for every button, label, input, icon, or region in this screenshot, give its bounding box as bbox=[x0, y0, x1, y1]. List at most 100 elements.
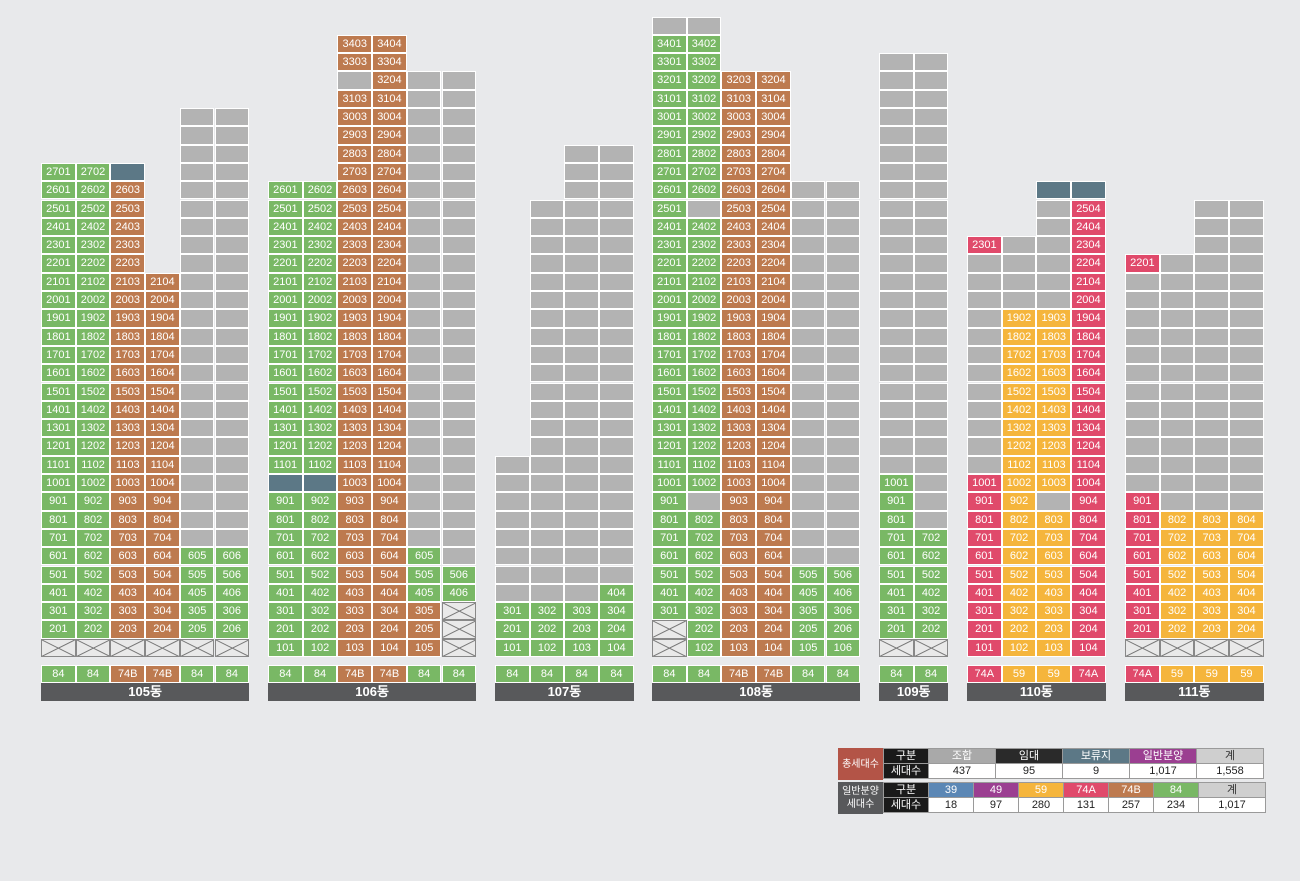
unit-cell: 203 bbox=[337, 620, 373, 639]
unit-type-label: 74A bbox=[1125, 665, 1160, 683]
empty-unit-cell bbox=[599, 144, 634, 163]
unit-cell: 801 bbox=[967, 510, 1002, 529]
empty-unit-cell bbox=[825, 400, 861, 420]
empty-unit-cell bbox=[790, 364, 826, 383]
unit-cell: 602 bbox=[913, 547, 949, 566]
empty-unit-cell bbox=[406, 364, 442, 383]
unit-cell: 603 bbox=[721, 547, 757, 566]
empty-unit-cell bbox=[441, 510, 477, 529]
unit-cell: 804 bbox=[1229, 510, 1264, 529]
empty-unit-cell bbox=[913, 53, 949, 72]
unit-cell: 2204 bbox=[1071, 254, 1106, 273]
empty-unit-cell bbox=[825, 272, 861, 291]
empty-unit-cell bbox=[599, 254, 634, 273]
unit-cell: 701 bbox=[268, 528, 303, 548]
unit-cell: 2402 bbox=[75, 217, 111, 237]
unit-cell: 301 bbox=[652, 602, 687, 621]
empty-unit-cell bbox=[599, 510, 634, 529]
unit-cell: 402 bbox=[686, 583, 722, 603]
unit-cell: 503 bbox=[1036, 565, 1072, 584]
empty-unit-cell bbox=[441, 547, 477, 566]
empty-unit-cell bbox=[790, 510, 826, 529]
empty-unit-cell bbox=[879, 254, 914, 273]
empty-unit-cell bbox=[825, 474, 861, 493]
unit-type-label: 84 bbox=[686, 665, 722, 683]
unit-cell: 1602 bbox=[1001, 364, 1037, 383]
unit-cell: 2501 bbox=[268, 199, 303, 218]
unit-cell: 502 bbox=[913, 565, 949, 584]
empty-unit-cell bbox=[406, 309, 442, 328]
unit-cell: 2404 bbox=[372, 217, 407, 237]
unit-cell: 304 bbox=[1229, 602, 1264, 621]
unit-cell: 604 bbox=[756, 547, 791, 566]
empty-unit-cell bbox=[564, 327, 600, 346]
empty-unit-cell bbox=[179, 108, 215, 127]
unit-cell: 903 bbox=[337, 492, 373, 511]
unit-cell: 2804 bbox=[372, 144, 407, 163]
unit-cell: 2702 bbox=[686, 162, 722, 182]
unit-cell: 2804 bbox=[756, 144, 791, 163]
unit-cell: 2502 bbox=[302, 199, 338, 218]
unit-cell: 1204 bbox=[145, 437, 180, 456]
building-name-label: 108동 bbox=[652, 683, 861, 701]
empty-unit-cell bbox=[1194, 345, 1230, 365]
empty-unit-cell bbox=[406, 400, 442, 420]
unit-cell: 1903 bbox=[721, 309, 757, 328]
unit-cell: 1301 bbox=[652, 419, 687, 438]
unit-cell: 904 bbox=[145, 492, 180, 511]
unit-cell: 1304 bbox=[1071, 419, 1106, 438]
unit-cell: 2303 bbox=[337, 236, 373, 255]
unit-cell: 2301 bbox=[967, 236, 1002, 255]
legend-header-cell: 구분 bbox=[883, 782, 929, 798]
unit-cell: 903 bbox=[110, 492, 146, 511]
unit-cell: 3102 bbox=[686, 89, 722, 108]
empty-unit-cell bbox=[179, 345, 215, 365]
empty-unit-cell bbox=[913, 272, 949, 291]
empty-unit-cell bbox=[1125, 382, 1160, 401]
unit-cell: 105 bbox=[790, 638, 826, 657]
unit-cell: 2202 bbox=[75, 254, 111, 273]
unit-cell: 604 bbox=[1229, 547, 1264, 566]
empty-unit-cell bbox=[1159, 327, 1195, 346]
unit-cell: 2401 bbox=[268, 217, 303, 237]
unit-cell: 3103 bbox=[721, 89, 757, 108]
unit-cell: 301 bbox=[1125, 602, 1160, 621]
unit-cell: 1103 bbox=[110, 455, 146, 474]
unit-cell: 1002 bbox=[75, 474, 111, 493]
unit-cell: 503 bbox=[337, 565, 373, 584]
empty-unit-cell bbox=[1036, 217, 1072, 237]
legend-header-cell: 74B bbox=[1108, 782, 1154, 798]
unit-cell: 2702 bbox=[75, 162, 111, 182]
unit-cell: 1104 bbox=[145, 455, 180, 474]
unit-cell: 504 bbox=[1229, 565, 1264, 584]
unit-cell: 1803 bbox=[337, 327, 373, 346]
unit-cell: 502 bbox=[302, 565, 338, 584]
unit-cell: 2101 bbox=[41, 272, 76, 291]
empty-unit-cell bbox=[1125, 345, 1160, 365]
unit-cell: 1303 bbox=[721, 419, 757, 438]
unit-cell: 1302 bbox=[302, 419, 338, 438]
unit-cell: 803 bbox=[337, 510, 373, 529]
empty-unit-cell bbox=[179, 309, 215, 328]
unit-cell: 1502 bbox=[1001, 382, 1037, 401]
unit-cell: 1203 bbox=[110, 437, 146, 456]
unit-type-label: 74A bbox=[967, 665, 1002, 683]
unit-cell: 2103 bbox=[110, 272, 146, 291]
unit-cell: 1104 bbox=[756, 455, 791, 474]
legend-total-table: 구분 조합 임대 보류지 일반분양 계 세대수 437 95 9 1,017 1,558 bbox=[883, 748, 1264, 779]
unit-cell: 402 bbox=[302, 583, 338, 603]
unit-cell: 2603 bbox=[337, 181, 373, 200]
unit-cell: 2703 bbox=[337, 162, 373, 182]
unit-cell: 1204 bbox=[1071, 437, 1106, 456]
unit-cell: 204 bbox=[1071, 620, 1106, 639]
empty-unit-cell bbox=[967, 400, 1002, 420]
unit-cell: 1703 bbox=[337, 345, 373, 365]
pilotis-cell bbox=[145, 638, 180, 657]
unit-cell: 2001 bbox=[268, 291, 303, 310]
empty-unit-cell bbox=[529, 455, 565, 474]
unit-cell: 504 bbox=[145, 565, 180, 584]
unit-cell: 1302 bbox=[75, 419, 111, 438]
empty-unit-cell bbox=[1159, 364, 1195, 383]
empty-unit-cell bbox=[529, 291, 565, 310]
empty-unit-cell bbox=[441, 345, 477, 365]
